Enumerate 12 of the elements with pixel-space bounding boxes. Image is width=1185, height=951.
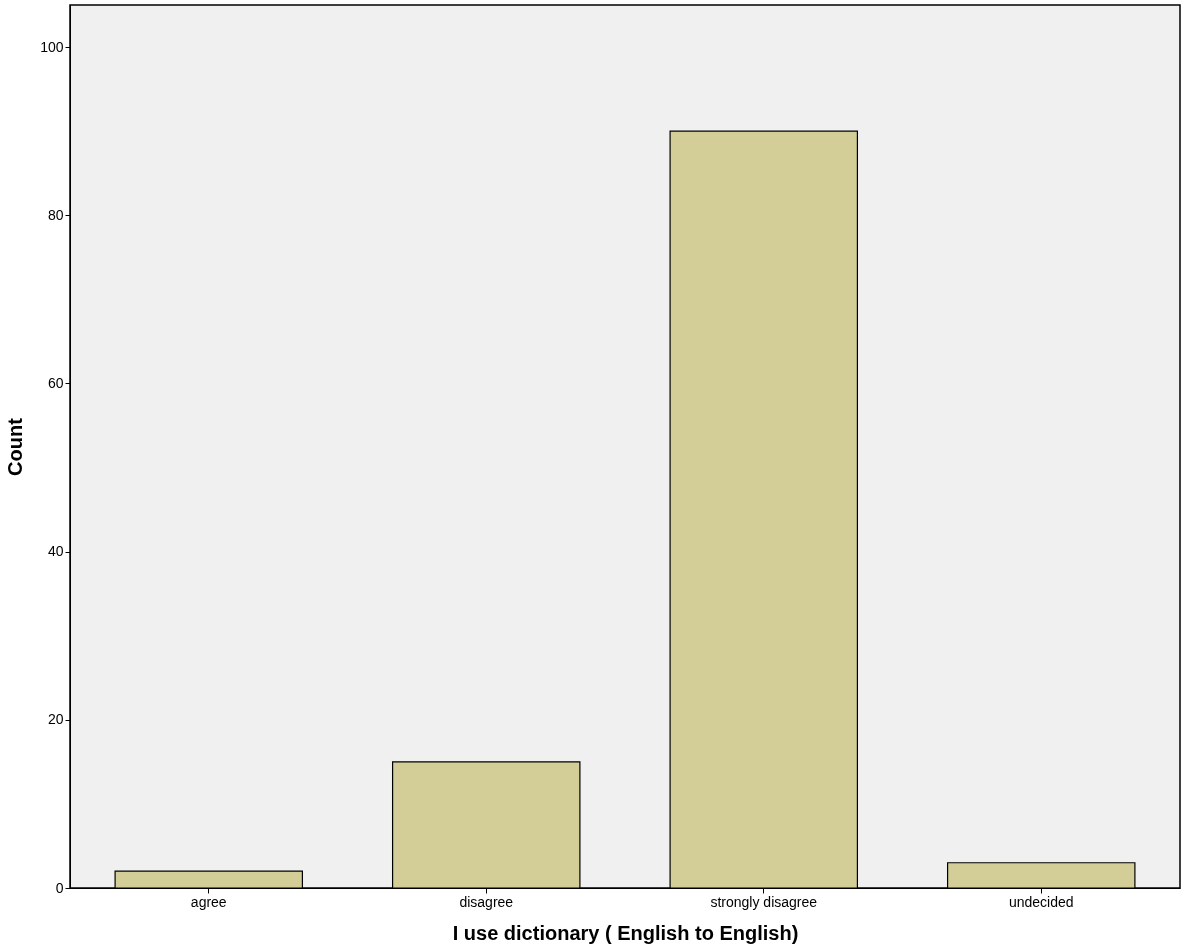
y-tick-label: 100 xyxy=(40,38,64,55)
y-tick-label: 60 xyxy=(47,374,64,391)
y-tick-label: 40 xyxy=(47,543,64,560)
x-tick-label: undecided xyxy=(1008,893,1074,910)
y-axis-title: Count xyxy=(4,417,27,476)
x-tick-label: strongly disagree xyxy=(710,893,818,910)
x-tick-label: disagree xyxy=(459,893,514,910)
y-tick-label: 20 xyxy=(47,711,64,728)
x-tick-label: agree xyxy=(190,893,227,910)
x-axis-title: I use dictionary ( English to English) xyxy=(452,921,799,944)
y-tick-label: 80 xyxy=(47,206,64,223)
y-tick-label: 0 xyxy=(55,879,64,896)
